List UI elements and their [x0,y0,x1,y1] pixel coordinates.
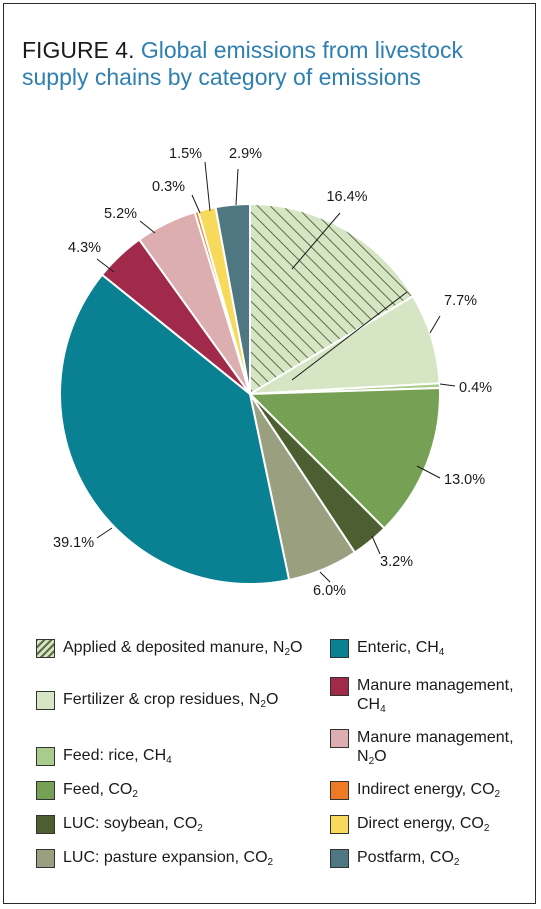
legend-swatch [330,639,349,658]
leader-line-10 [191,194,201,214]
legend-swatch [36,639,55,658]
leader-line-3 [439,383,456,387]
pie-label-10: 0.3% [152,179,185,195]
pie-label-7: 39.1% [53,535,94,551]
figure-title: FIGURE 4. Global emissions from livestoc… [22,37,502,91]
legend-swatch [36,815,55,834]
legend-swatch [36,747,55,766]
pie-label-2: 7.7% [444,293,477,309]
pie-label-6: 6.0% [313,583,346,599]
legend-item-left-5: LUC: soybean, CO2 [36,814,323,838]
legend-item-right-3: Manure management, N2O [330,728,527,771]
legend-item-left-1: Applied & deposited manure, N2O [36,638,323,662]
leader-line-1 [291,212,341,270]
legend-swatch [330,849,349,868]
legend-swatch [330,729,349,748]
pie-label-12: 2.9% [229,146,262,162]
leader-line-4 [416,465,441,479]
leader-line-extra [291,291,408,381]
pie-label-8: 4.3% [68,240,101,256]
leader-line-9 [139,220,156,234]
pie-label-4: 13.0% [444,472,485,488]
legend-label: Feed, CO2 [63,781,138,800]
legend-label: Direct energy, CO2 [357,815,490,834]
pie-label-11: 1.5% [169,146,202,162]
leader-line-11 [204,161,211,212]
legend-item-left-3: Feed: rice, CH4 [36,746,323,770]
pie-slice-1 [249,202,415,396]
leader-line-6 [319,571,331,583]
legend-item-left-6: LUC: pasture expansion, CO2 [36,848,323,872]
legend-label: Fertilizer & crop residues, N2O [63,691,279,710]
legend-item-right-4: Indirect energy, CO2 [330,780,541,804]
legend-item-left-2: Fertilizer & crop residues, N2O [36,690,323,714]
legend-item-right-6: Postfarm, CO2 [330,848,541,872]
pie-label-3: 0.4% [459,380,492,396]
pie-slice-4 [247,387,441,530]
legend-label: Enteric, CH4 [357,639,445,658]
legend-item-right-2: Manure management, CH4 [330,676,527,719]
leader-line-7 [96,527,113,539]
legend-swatch [36,691,55,710]
pie-label-9: 5.2% [104,206,137,222]
legend-item-right-5: Direct energy, CO2 [330,814,541,838]
legend-swatch [36,781,55,800]
legend-label: Applied & deposited manure, N2O [63,639,303,658]
leader-line-5 [371,535,381,555]
leader-line-2 [429,315,441,334]
legend-label: Indirect energy, CO2 [357,781,501,800]
legend-label: LUC: pasture expansion, CO2 [63,849,274,868]
legend-item-right-1: Enteric, CH4 [330,638,527,662]
legend-swatch [330,677,349,696]
pie-slice-7 [59,273,291,585]
legend-label: Feed: rice, CH4 [63,747,172,766]
legend-item-left-4: Feed, CO2 [36,780,323,804]
legend-label: Manure management, N2O [357,729,514,767]
legend-label: Manure management, CH4 [357,677,514,715]
leader-line-8 [96,258,115,273]
legend-swatch [36,849,55,868]
pie-label-1: 16.4% [326,189,367,205]
leader-line-12 [235,168,239,206]
legend-label: Postfarm, CO2 [357,849,460,868]
figure-title-text: Global emissions from livestock supply c… [22,37,463,90]
legend-swatch [330,781,349,800]
pie-slice-2 [249,294,441,395]
pie-label-5: 3.2% [380,554,413,570]
legend-label: LUC: soybean, CO2 [63,815,203,834]
pie-slice-12 [214,202,251,395]
legend-swatch [330,815,349,834]
figure-label: FIGURE 4. [22,37,135,63]
